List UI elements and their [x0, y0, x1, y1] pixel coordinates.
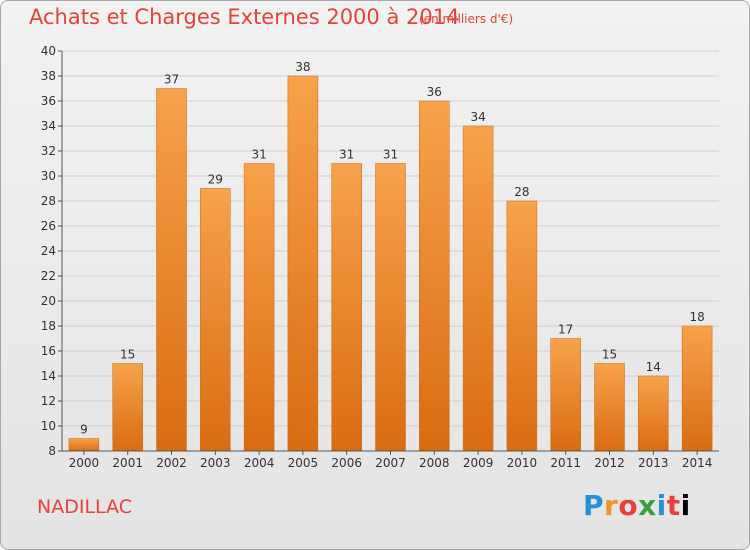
x-tick-label: 2009 [463, 456, 494, 470]
y-tick-label: 12 [41, 394, 56, 408]
y-tick-label: 16 [41, 344, 56, 358]
bar-2002 [156, 88, 187, 452]
bar-2012 [594, 363, 625, 452]
bar-value-label: 9 [80, 423, 88, 437]
proxiti-logo: Proxiti [583, 489, 691, 522]
bar-2013 [638, 375, 669, 452]
bar-value-label: 29 [208, 173, 223, 187]
bar-value-label: 28 [514, 185, 529, 199]
y-tick-label: 28 [41, 194, 56, 208]
bar-2004 [243, 163, 275, 452]
bar-value-label: 38 [295, 60, 310, 74]
y-tick-label: 36 [41, 94, 56, 108]
bar-value-label: 17 [558, 323, 573, 337]
x-tick-label: 2012 [594, 456, 625, 470]
bar-2008 [419, 100, 450, 452]
bar-value-label: 34 [470, 110, 485, 124]
y-tick-label: 22 [41, 269, 56, 283]
y-tick-label: 8 [48, 444, 56, 458]
x-tick-label: 2005 [288, 456, 319, 470]
chart-title: Achats et Charges Externes 2000 à 2014 [29, 5, 460, 29]
x-tick-label: 2003 [200, 456, 231, 470]
x-tick-label: 2000 [69, 456, 100, 470]
y-tick-label: 20 [41, 294, 56, 308]
x-tick-label: 2007 [375, 456, 406, 470]
bar-value-label: 15 [120, 348, 135, 362]
y-tick-label: 34 [41, 119, 56, 133]
y-tick-label: 26 [41, 219, 56, 233]
y-tick-label: 30 [41, 169, 56, 183]
x-tick-label: 2008 [419, 456, 450, 470]
x-tick-label: 2010 [507, 456, 538, 470]
y-tick-label: 40 [41, 44, 56, 58]
y-tick-label: 32 [41, 144, 56, 158]
bar-2014 [681, 325, 713, 452]
x-tick-label: 2013 [638, 456, 669, 470]
y-tick-label: 24 [41, 244, 56, 258]
bar-value-label: 18 [689, 310, 704, 324]
bar-value-label: 31 [383, 148, 398, 162]
bar-value-label: 14 [646, 360, 661, 374]
bar-value-label: 31 [339, 148, 354, 162]
x-tick-label: 2006 [331, 456, 362, 470]
bar-2003 [200, 188, 231, 452]
bars: 9 15 37 29 31 38 31 31 36 34 28 17 15 14 18 [68, 60, 713, 452]
bar-chart: 9 15 37 29 31 38 31 31 36 34 28 17 15 14 18 8 10 12 14 16 1… [41, 44, 719, 470]
y-tick-label: 14 [41, 369, 56, 383]
bar-value-label: 36 [427, 85, 442, 99]
bar-2010 [506, 200, 538, 452]
bar-2000 [68, 438, 100, 452]
bar-2009 [462, 125, 494, 452]
x-tick-label: 2002 [156, 456, 187, 470]
bar-2001 [112, 363, 143, 452]
bar-2007 [375, 163, 406, 452]
x-tick-label: 2011 [550, 456, 581, 470]
y-tick-label: 10 [41, 419, 56, 433]
bar-value-label: 15 [602, 348, 617, 362]
x-tick-label: 2004 [244, 456, 275, 470]
bar-2006 [331, 163, 362, 452]
axes: 8 10 12 14 16 18 20 22 24 26 28 30 32 34 36 38 40 2000 200… [41, 44, 719, 470]
bar-2005 [287, 75, 319, 452]
x-tick-label: 2001 [112, 456, 143, 470]
bar-2011 [550, 338, 581, 452]
y-tick-label: 18 [41, 319, 56, 333]
chart-subtitle: (en milliers d'€) [419, 12, 514, 26]
bar-value-label: 37 [164, 73, 179, 87]
x-tick-label: 2014 [682, 456, 713, 470]
commune-name: NADILLAC [37, 496, 132, 518]
bar-value-label: 31 [251, 148, 266, 162]
y-tick-label: 38 [41, 69, 56, 83]
